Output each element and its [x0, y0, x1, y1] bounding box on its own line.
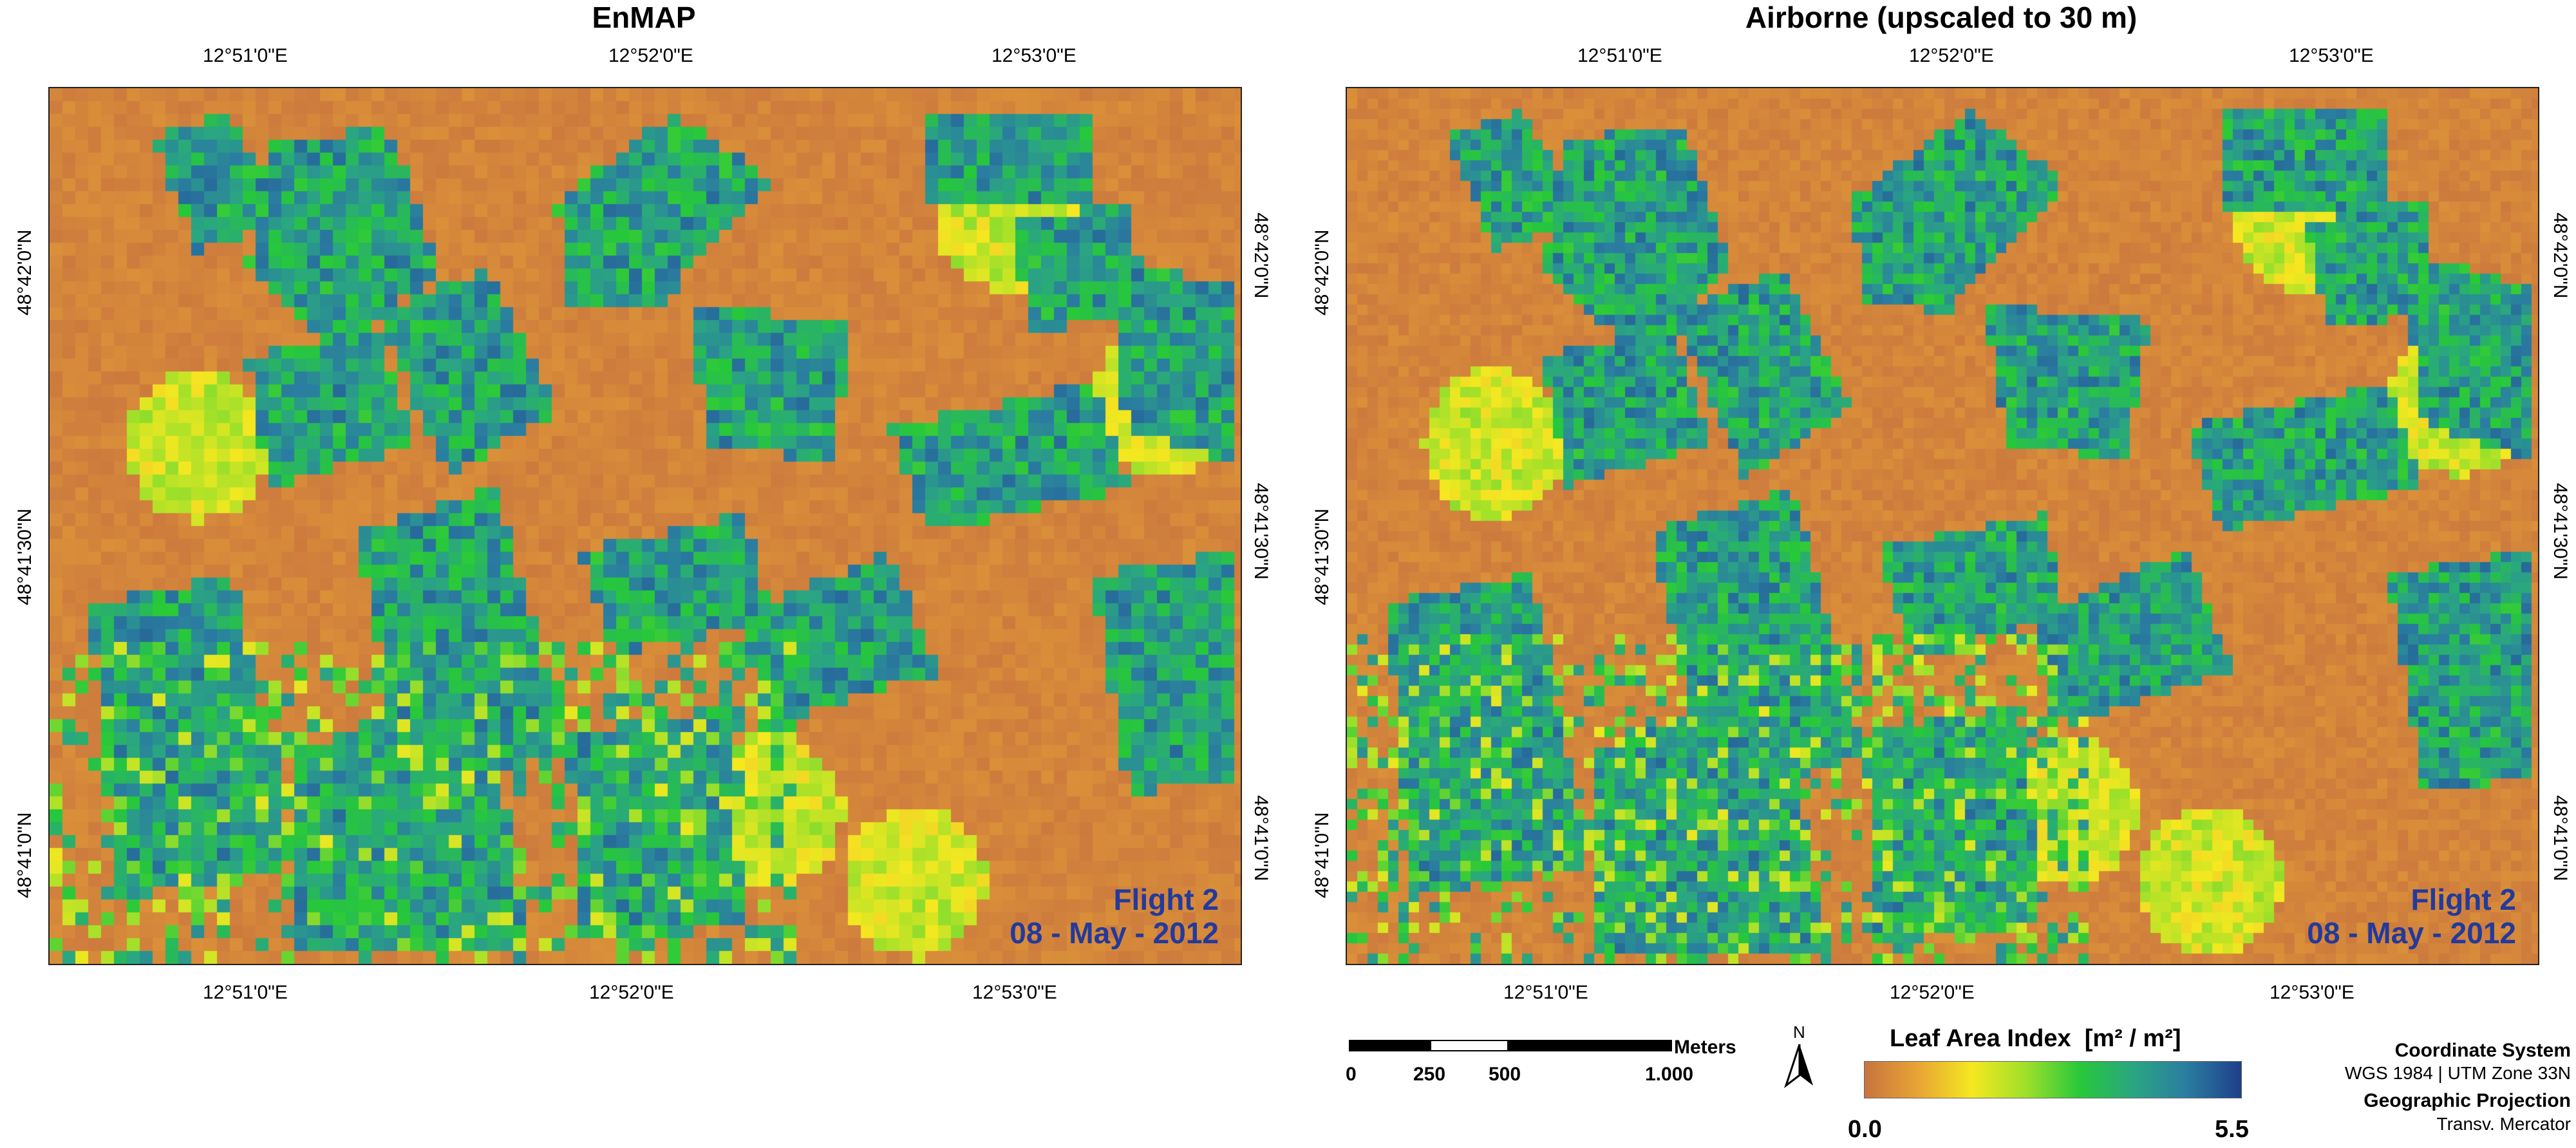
scale-bar-seg-3: [1507, 1040, 1672, 1051]
panel-1-top-lon-label-1: 12°51'0"E: [203, 45, 288, 66]
panel-2-lai-raster: [1347, 88, 2538, 964]
panel-1-left-lat-label-2: 48°41'30"N: [14, 508, 35, 605]
panel-2-bottom-lon-label-1: 12°51'0"E: [1503, 982, 1588, 1003]
panel-1-left-lat-label-3: 48°41'0"N: [14, 812, 35, 898]
panel-1-lai-raster: [50, 88, 1241, 964]
panel-1-lai-map: Flight 2 08 - May - 2012: [48, 87, 1242, 965]
panel-2-flight-stamp: Flight 2 08 - May - 2012: [2307, 883, 2516, 950]
legend-color-ramp: [1864, 1061, 2242, 1098]
panel-2-bottom-lon-label-3: 12°53'0"E: [2270, 982, 2355, 1003]
scale-bar-seg-2: [1430, 1040, 1509, 1051]
scale-bar-unit: Meters: [1674, 1037, 1736, 1058]
legend-max-label: 5.5: [2215, 1116, 2249, 1143]
panel-1-title: EnMAP: [592, 1, 696, 34]
panel-2-top-lon-label-3: 12°53'0"E: [2289, 45, 2374, 66]
panel-2-bottom-lon-label-2: 12°52'0"E: [1890, 982, 1975, 1003]
panel-2-date-label: 08 - May - 2012: [2307, 916, 2516, 950]
panel-2-left-lat-label-1: 48°42'0"N: [1312, 229, 1333, 315]
north-arrow-label: N: [1793, 1022, 1805, 1042]
panel-1-right-lat-label-2: 48°41'30"N: [1250, 483, 1272, 580]
panel-2-top-lon-label-1: 12°51'0"E: [1577, 45, 1662, 66]
panel-1-flight-label: Flight 2: [1113, 883, 1219, 916]
panel-2-flight-label: Flight 2: [2411, 883, 2516, 916]
scale-bar-tick-0: 0: [1346, 1064, 1357, 1085]
panel-1-bottom-lon-label-3: 12°53'0"E: [972, 982, 1057, 1003]
legend-title: Leaf Area Index [m² / m²]: [1890, 1025, 2181, 1052]
panel-1-bottom-lon-label-1: 12°51'0"E: [203, 982, 288, 1003]
projection-info: Coordinate System WGS 1984 | UTM Zone 33…: [2262, 1040, 2571, 1134]
panel-2-title: Airborne (upscaled to 30 m): [1745, 1, 2138, 34]
panel-1-right-lat-label-1: 48°42'0"N: [1250, 212, 1272, 299]
panel-1-left-lat-label-1: 48°42'0"N: [14, 229, 35, 315]
projection-title: Geographic Projection: [2364, 1090, 2571, 1111]
coord-system-value: WGS 1984 | UTM Zone 33N: [2344, 1063, 2571, 1083]
scale-bar-tick-500: 500: [1489, 1064, 1521, 1085]
projection-value: Transv. Mercator: [2436, 1114, 2571, 1134]
legend-min-label: 0.0: [1848, 1116, 1882, 1143]
panel-1-date-label: 08 - May - 2012: [1010, 916, 1219, 950]
panel-2-left-lat-label-3: 48°41'0"N: [1312, 812, 1333, 898]
scale-bar-tick-250: 250: [1413, 1064, 1446, 1085]
coord-system-title: Coordinate System: [2394, 1040, 2571, 1061]
panel-1-bottom-lon-label-2: 12°52'0"E: [589, 982, 674, 1003]
panel-1-top-lon-label-2: 12°52'0"E: [608, 45, 693, 66]
north-arrow-icon: [1784, 1044, 1813, 1088]
panel-2-right-lat-label-3: 48°41'0"N: [2550, 795, 2571, 881]
panel-2-right-lat-label-2: 48°41'30"N: [2550, 483, 2571, 580]
panel-1-top-lon-label-3: 12°53'0"E: [992, 45, 1076, 66]
panel-2-top-lon-label-2: 12°52'0"E: [1909, 45, 1994, 66]
panel-1-flight-stamp: Flight 2 08 - May - 2012: [1010, 883, 1219, 950]
panel-1-right-lat-label-3: 48°41'0"N: [1250, 795, 1272, 881]
scale-bar: [1349, 1040, 1690, 1055]
panel-2-lai-map: Flight 2 08 - May - 2012: [1346, 87, 2539, 965]
panel-2-right-lat-label-1: 48°42'0"N: [2550, 212, 2571, 299]
panel-2-left-lat-label-2: 48°41'30"N: [1312, 508, 1333, 605]
scale-bar-seg-1: [1349, 1040, 1431, 1051]
scale-bar-tick-1000: 1.000: [1645, 1064, 1694, 1085]
